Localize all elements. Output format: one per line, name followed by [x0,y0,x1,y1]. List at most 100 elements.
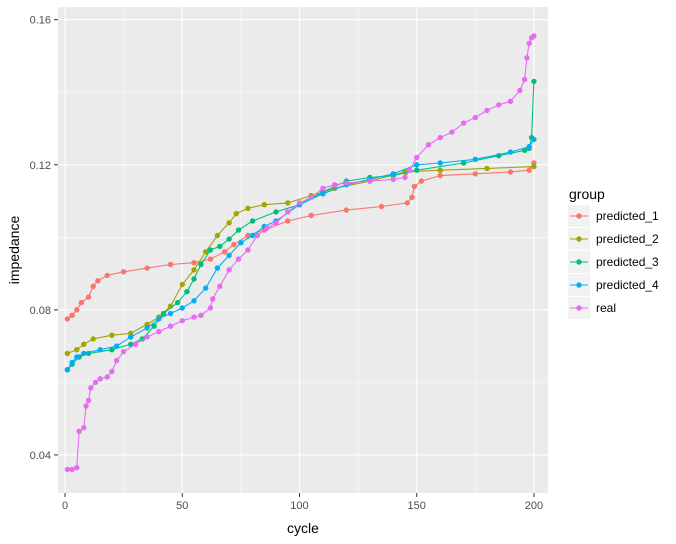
data-point-predicted_4 [226,252,232,259]
data-point-real [83,403,89,409]
y-tick-labels: 0.04 0.08 0.12 0.16 [30,15,51,462]
data-point-real [507,98,514,105]
legend-item-predicted_2: predicted_2 [568,228,659,250]
data-point-predicted_2 [245,205,251,211]
data-point-real [437,134,443,141]
data-point-real [104,374,110,380]
series-layer [64,33,537,473]
x-tick-label: 150 [408,500,426,512]
data-point-real [407,167,413,173]
data-point-predicted_4 [144,325,150,331]
y-tick-label: 0.04 [30,450,51,462]
legend-title: group [569,186,605,202]
data-point-real [120,348,127,355]
x-tick-label: 50 [176,500,188,512]
data-point-real [449,129,455,135]
data-point-real [69,466,75,473]
data-point-predicted_3 [151,323,157,329]
data-point-predicted_3 [191,276,197,282]
legend-label: predicted_4 [596,278,659,292]
data-point-predicted_2 [214,232,221,239]
data-point-predicted_1 [95,278,101,284]
data-point-predicted_4 [203,285,209,291]
data-point-predicted_1 [78,299,85,306]
data-point-predicted_2 [484,165,490,172]
data-point-predicted_1 [167,261,174,268]
data-point-predicted_2 [179,281,185,288]
y-tick-label: 0.12 [30,160,51,172]
data-point-real [81,425,87,431]
data-point-real [109,368,115,375]
data-point-predicted_4 [69,359,75,366]
data-point-real [76,428,82,434]
data-point-predicted_2 [531,163,537,170]
data-point-predicted_4 [113,343,120,349]
legend-key-point [576,259,582,265]
data-point-predicted_1 [221,249,228,255]
data-point-real [144,334,150,340]
data-point-predicted_2 [437,167,443,173]
data-point-predicted_4 [191,298,197,304]
data-point-real [521,76,528,83]
legend-key-point [576,305,582,311]
data-point-predicted_1 [104,272,110,279]
x-tick-label: 200 [525,500,543,512]
data-point-predicted_3 [160,310,167,317]
data-point-predicted_2 [109,332,115,338]
data-point-real [113,357,120,364]
data-point-real [198,312,204,318]
data-point-predicted_3 [249,218,256,224]
data-point-predicted_2 [64,350,71,357]
data-point-real [296,200,303,206]
data-point-predicted_4 [156,316,162,322]
data-point-predicted_3 [235,227,242,233]
y-tick-label: 0.16 [30,15,51,27]
data-point-predicted_4 [472,156,478,162]
plot-panel [58,7,548,493]
data-point-predicted_1 [144,265,150,271]
data-point-real [132,341,139,347]
data-point-predicted_3 [128,341,134,347]
data-point-real [74,464,80,471]
data-point-predicted_1 [85,294,92,300]
data-point-predicted_3 [531,78,537,85]
data-point-predicted_1 [64,316,71,322]
data-point-real [496,102,502,108]
data-point-predicted_1 [120,269,127,275]
data-point-predicted_2 [90,336,96,342]
y-tick-label: 0.08 [30,305,51,317]
series-real [64,33,537,473]
legend: group predicted_1 predicted_2 predicted_3p… [568,186,659,319]
legend-key-point [576,213,582,219]
data-point-real [226,267,232,273]
data-point-real [484,107,490,114]
x-tick-labels: 0 50 100 150 200 [62,500,543,512]
series-predicted_4 [64,136,537,373]
legend-label: real [596,301,616,315]
data-point-real [526,40,532,46]
data-point-predicted_1 [409,194,415,201]
data-point-predicted_4 [128,334,134,340]
data-point-predicted_3 [174,299,181,306]
legend-key-point [576,236,582,242]
data-point-predicted_4 [320,191,326,197]
data-point-real [207,305,214,311]
data-point-predicted_3 [460,160,467,166]
data-point-predicted_1 [285,218,291,224]
data-point-predicted_3 [198,261,204,268]
data-point-predicted_3 [414,167,420,173]
axis-ticks [54,19,535,497]
data-point-predicted_1 [404,200,410,206]
data-point-real [308,194,314,201]
data-point-predicted_4 [81,350,87,357]
data-point-predicted_1 [90,283,96,289]
data-point-real [254,232,260,239]
legend-key-point [576,282,582,288]
data-point-real [179,318,185,324]
data-point-predicted_1 [308,212,314,219]
data-point-real [64,466,71,473]
data-point-predicted_2 [226,220,232,226]
y-axis-title: impedance [6,216,22,285]
data-point-real [191,314,197,320]
